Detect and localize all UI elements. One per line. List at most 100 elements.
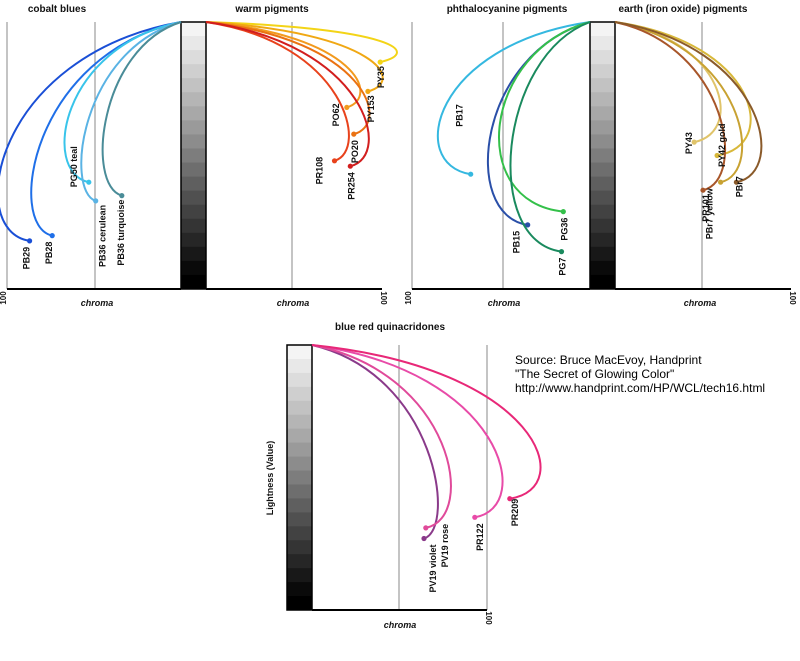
curve-pbr7-yellow <box>614 21 744 184</box>
endpoint-pv19-violet <box>421 535 427 542</box>
curve-pb29 <box>0 21 182 242</box>
tick-label: 100 <box>788 291 797 305</box>
value-swatch <box>287 400 312 416</box>
value-swatch <box>590 246 615 262</box>
value-swatch <box>181 162 206 178</box>
value-swatch <box>181 64 206 79</box>
label-pb36-turquoise: PB36 turquoise <box>116 200 126 266</box>
endpoint-pv19-rose <box>423 525 429 531</box>
source-url[interactable]: http://www.handprint.com/HP/WCL/tech16.h… <box>515 381 766 395</box>
label-pg50-teal: PG50 teal <box>69 146 79 187</box>
curve-pr108 <box>205 21 350 162</box>
curve-pr101 <box>614 21 727 192</box>
endpoint-pb36-turquoise <box>119 193 125 199</box>
value-swatch <box>181 246 206 262</box>
value-swatch <box>590 50 615 65</box>
label-pv19-violet: PV19 violet <box>428 545 438 593</box>
value-swatch <box>590 78 615 93</box>
source-author: Source: Bruce MacEvoy, Handprint <box>515 353 702 367</box>
curve-pg7 <box>509 21 591 253</box>
label-pbr7-yellow: PBr7 yellow <box>705 187 715 239</box>
endpoint-py42-gold <box>714 152 720 159</box>
label-py153: PY153 <box>366 95 376 122</box>
labels-layer: cobalt blues chroma 100 PB29 PB28 PG50 teal PB… <box>0 4 797 630</box>
source-title: "The Secret of Glowing Color" <box>515 367 675 381</box>
endpoint-pr122 <box>472 514 478 520</box>
endpoint-po20 <box>351 131 357 137</box>
x-axis-label: chroma <box>277 298 310 308</box>
value-scale-frame <box>589 21 616 290</box>
endpoint-pb28 <box>49 233 55 239</box>
x-axis-label: chroma <box>384 620 417 630</box>
curve-pr122 <box>311 344 504 519</box>
value-swatch <box>181 260 206 276</box>
source-citation: Source: Bruce MacEvoy, Handprint "The Se… <box>515 353 765 395</box>
endpoint-pb17 <box>468 171 474 177</box>
label-pr209: PR209 <box>510 499 520 527</box>
value-swatch <box>287 456 312 472</box>
endpoint-pr254 <box>347 163 353 169</box>
endpoint-pr101 <box>700 187 706 193</box>
value-swatch <box>590 204 615 220</box>
label-pr254: PR254 <box>346 172 356 200</box>
x-axis-label: chroma <box>81 298 114 308</box>
label-pr122: PR122 <box>475 523 485 551</box>
value-swatch <box>287 414 312 430</box>
label-py35: PY35 <box>376 66 386 88</box>
endpoint-pbr7 <box>733 179 740 185</box>
value-scale-frame <box>286 344 313 611</box>
label-py42-gold: PY42 gold <box>717 124 727 168</box>
label-pg7: PG7 <box>558 258 568 276</box>
value-swatch <box>181 218 206 234</box>
panel-title-blue-red-quinacridones: blue red quinacridones <box>335 322 445 333</box>
value-swatch <box>181 120 206 135</box>
value-swatch <box>181 78 206 93</box>
value-swatch <box>287 372 312 388</box>
value-swatch <box>287 484 312 499</box>
value-swatch <box>287 512 312 527</box>
curve-py153 <box>205 21 384 93</box>
value-swatch <box>181 204 206 220</box>
value-swatch <box>181 106 206 121</box>
curve-pg50-teal <box>63 21 182 184</box>
endpoint-pb36-cerulean <box>93 198 99 204</box>
curve-py35 <box>205 21 398 64</box>
tick-label: 100 <box>379 291 388 305</box>
panel-title-earth-iron-oxide-pigments: earth (iron oxide) pigments <box>619 4 748 15</box>
endpoint-pg50-teal <box>86 179 92 185</box>
label-pg36: PG36 <box>559 218 569 241</box>
curves-layer <box>0 21 763 542</box>
y-axis-label: Lightness (Value) <box>265 441 275 516</box>
curve-pb36-turquoise <box>101 21 182 197</box>
value-swatch <box>590 260 615 276</box>
label-pb36-cerulean: PB36 cerulean <box>98 205 108 267</box>
endpoint-py43 <box>691 139 697 145</box>
label-po62: PO62 <box>331 103 341 126</box>
value-swatch <box>287 596 312 611</box>
value-swatch <box>590 36 615 51</box>
curve-pv19-violet <box>311 344 439 540</box>
value-swatch <box>287 428 312 444</box>
endpoint-pg7 <box>558 249 565 255</box>
value-swatch <box>181 190 206 206</box>
value-swatch <box>287 526 312 541</box>
value-swatch <box>181 22 206 37</box>
value-swatch <box>287 470 312 485</box>
label-pb29: PB29 <box>22 247 32 270</box>
value-swatch <box>590 120 615 135</box>
value-swatch <box>287 568 312 583</box>
value-swatch <box>590 148 615 164</box>
tick-label: 100 <box>484 611 493 625</box>
endpoint-py153 <box>365 88 371 94</box>
curve-pg36 <box>497 21 591 213</box>
curve-py42-gold <box>614 21 752 157</box>
curve-pb28 <box>30 21 182 237</box>
endpoint-py35 <box>377 59 383 65</box>
value-scales-layer <box>180 21 616 611</box>
value-swatch <box>590 274 615 290</box>
value-swatch <box>181 148 206 164</box>
endpoint-po62 <box>344 104 350 110</box>
label-pr108: PR108 <box>315 157 325 185</box>
value-swatch <box>590 106 615 121</box>
endpoint-pr209 <box>507 496 513 502</box>
